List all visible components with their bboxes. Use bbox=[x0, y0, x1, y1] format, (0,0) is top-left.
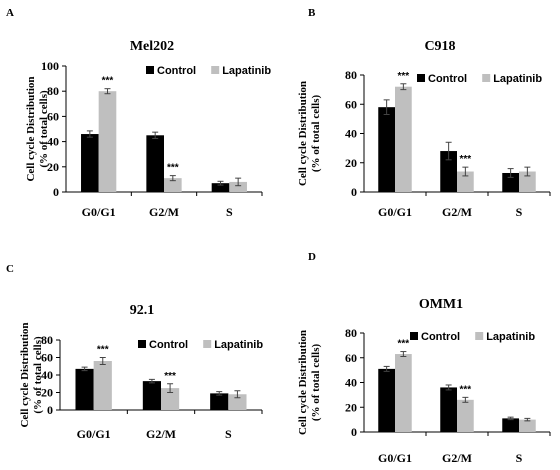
chart-title: C918 bbox=[424, 39, 455, 54]
legend-swatch-lapatinib bbox=[475, 332, 484, 340]
category-label: S bbox=[225, 427, 232, 441]
bar-control bbox=[210, 393, 229, 410]
legend-label: Control bbox=[421, 331, 460, 343]
category-label: S bbox=[516, 451, 523, 465]
category-label: G2/M bbox=[442, 205, 472, 219]
bar-lapatinib bbox=[164, 178, 182, 192]
legend-swatch-lapatinib bbox=[211, 66, 220, 74]
bar-control bbox=[378, 107, 395, 192]
significance-label: *** bbox=[460, 154, 472, 165]
category-label: S bbox=[516, 205, 523, 219]
bar-lapatinib bbox=[519, 419, 536, 432]
y-axis-label: Cell cycle Distribution(% of total cells… bbox=[25, 76, 50, 181]
category-label: G0/G1 bbox=[77, 427, 111, 441]
legend-swatch-control bbox=[417, 74, 425, 82]
chart-panel-b: B C918 Cell cycle Distribution(% of total … bbox=[297, 7, 551, 219]
bar-lapatinib bbox=[395, 354, 412, 432]
y-tick-label: 80 bbox=[47, 84, 59, 98]
y-tick-label: 20 bbox=[47, 160, 59, 174]
y-tick-label: 40 bbox=[47, 135, 59, 149]
bar-lapatinib bbox=[229, 181, 247, 192]
category-label: G2/M bbox=[149, 205, 179, 219]
y-tick-label: 0 bbox=[47, 403, 53, 417]
category-label: G0/G1 bbox=[378, 451, 412, 465]
category-label: G2/M bbox=[442, 451, 472, 465]
y-tick-label: 20 bbox=[345, 400, 357, 414]
legend-swatch-control bbox=[146, 66, 154, 74]
legend-label: Control bbox=[157, 65, 196, 77]
legend-label: Control bbox=[428, 73, 467, 85]
chart-panel-a: A Mel202 Cell cycle Distribution(% of tota… bbox=[6, 7, 271, 219]
y-tick-label: 40 bbox=[41, 368, 53, 382]
chart-title: 92.1 bbox=[130, 303, 155, 318]
legend-swatch-lapatinib bbox=[482, 74, 491, 82]
bar-lapatinib bbox=[519, 171, 536, 192]
legend-label: Lapatinib bbox=[493, 73, 542, 85]
bar-control bbox=[440, 151, 457, 192]
bar-control bbox=[440, 387, 457, 432]
y-tick-label: 80 bbox=[345, 68, 357, 82]
bar-control bbox=[378, 368, 395, 432]
significance-label: *** bbox=[102, 76, 114, 87]
bar-control bbox=[211, 183, 230, 192]
category-label: G0/G1 bbox=[82, 205, 116, 219]
panel-letter: A bbox=[6, 7, 14, 19]
y-axis-label: Cell cycle Distribution(% of total cells… bbox=[297, 81, 322, 186]
bar-lapatinib bbox=[457, 171, 474, 192]
bar-control bbox=[142, 381, 161, 410]
legend-swatch-control bbox=[410, 332, 418, 340]
y-tick-label: 0 bbox=[351, 425, 357, 439]
significance-label: *** bbox=[460, 384, 472, 395]
y-tick-label: 20 bbox=[345, 156, 357, 170]
panel-letter: B bbox=[308, 7, 316, 19]
y-tick-label: 60 bbox=[345, 351, 357, 365]
y-tick-label: 100 bbox=[41, 59, 59, 73]
category-label: G2/M bbox=[146, 427, 176, 441]
bar-lapatinib bbox=[457, 399, 474, 432]
chart-title: Mel202 bbox=[130, 39, 174, 54]
bar-control bbox=[146, 135, 164, 192]
significance-label: *** bbox=[167, 163, 179, 174]
legend-swatch-lapatinib bbox=[203, 340, 212, 348]
category-label: S bbox=[226, 205, 233, 219]
significance-label: *** bbox=[398, 339, 410, 350]
y-tick-label: 0 bbox=[53, 185, 59, 199]
bar-lapatinib bbox=[228, 394, 247, 410]
legend-swatch-control bbox=[138, 340, 146, 348]
panel-letter: C bbox=[6, 263, 14, 275]
significance-label: *** bbox=[398, 71, 410, 82]
bar-lapatinib bbox=[395, 86, 412, 192]
bar-lapatinib bbox=[98, 91, 117, 192]
y-tick-label: 80 bbox=[345, 326, 357, 340]
bar-control bbox=[81, 134, 99, 192]
y-tick-label: 40 bbox=[345, 127, 357, 141]
significance-label: *** bbox=[97, 345, 109, 356]
chart-panel-d: D OMM1 Cell cycle Distribution(% of total … bbox=[297, 251, 551, 465]
legend-label: Lapatinib bbox=[222, 65, 271, 77]
category-label: G0/G1 bbox=[378, 205, 412, 219]
significance-label: *** bbox=[164, 371, 176, 382]
legend-label: Lapatinib bbox=[486, 331, 535, 343]
chart-title: OMM1 bbox=[419, 297, 463, 312]
panel-letter: D bbox=[308, 251, 316, 263]
bar-lapatinib bbox=[161, 388, 180, 410]
bar-control bbox=[75, 368, 94, 410]
bar-control bbox=[502, 418, 519, 432]
y-axis-label: Cell cycle Distribution(% of total cells… bbox=[297, 330, 322, 435]
y-tick-label: 60 bbox=[345, 97, 357, 111]
chart-panel-c: C 92.1 Cell cycle Distribution(% of total … bbox=[6, 263, 263, 441]
y-axis-label: Cell cycle Distribution(% of total cells… bbox=[19, 322, 44, 427]
y-tick-label: 0 bbox=[351, 185, 357, 199]
legend-label: Lapatinib bbox=[214, 339, 263, 351]
y-tick-label: 20 bbox=[41, 386, 53, 400]
bar-lapatinib bbox=[93, 361, 112, 410]
y-tick-label: 60 bbox=[41, 351, 53, 365]
y-tick-label: 80 bbox=[41, 333, 53, 347]
bar-control bbox=[502, 172, 519, 192]
legend-label: Control bbox=[149, 339, 188, 351]
y-tick-label: 60 bbox=[47, 109, 59, 123]
y-tick-label: 40 bbox=[345, 376, 357, 390]
